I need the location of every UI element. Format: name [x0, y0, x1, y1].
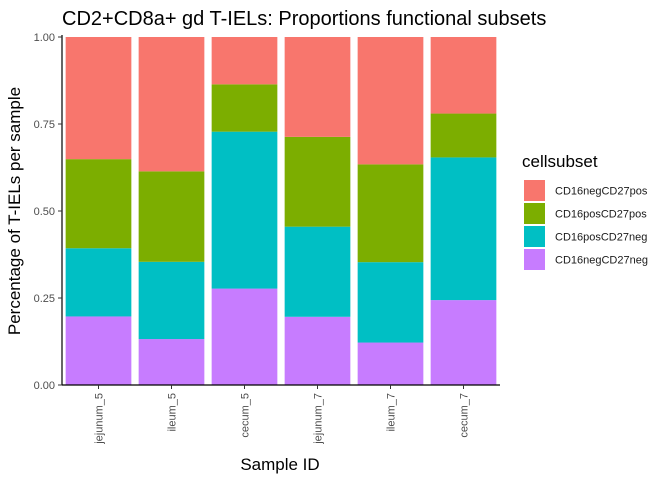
bar-cecum_7-CD16negCD27neg: [430, 300, 497, 385]
legend-key-CD16posCD27pos: [524, 203, 545, 224]
bar-jejunum_5-CD16posCD27pos: [65, 159, 132, 249]
x-tick-label: cecum_5: [240, 393, 252, 438]
bar-ileum_5-CD16posCD27neg: [138, 261, 205, 340]
y-tick-label: 0.50: [34, 206, 55, 218]
bar-ileum_5-CD16negCD27neg: [138, 339, 205, 385]
bar-ileum_7-CD16negCD27neg: [357, 342, 424, 385]
bar-jejunum_5-CD16negCD27pos: [65, 37, 132, 160]
legend-label: CD16posCD27neg: [555, 232, 647, 244]
bar-jejunum_5-CD16negCD27neg: [65, 316, 132, 385]
bar-cecum_7-CD16posCD27neg: [430, 157, 497, 301]
bar-cecum_5-CD16negCD27neg: [211, 288, 278, 385]
x-tick-label: ileum_5: [167, 393, 179, 432]
bar-cecum_7-CD16negCD27pos: [430, 37, 497, 114]
chart-title: CD2+CD8a+ gd T-IELs: Proportions functio…: [62, 8, 546, 30]
legend-key-CD16posCD27neg: [524, 226, 545, 247]
bar-ileum_7-CD16posCD27pos: [357, 164, 424, 263]
bar-jejunum_7-CD16posCD27pos: [284, 136, 351, 227]
bar-jejunum_7-CD16posCD27neg: [284, 226, 351, 317]
legend-label: CD16negCD27neg: [555, 255, 648, 267]
bar-jejunum_7-CD16negCD27neg: [284, 316, 351, 385]
legend-key-CD16negCD27neg: [524, 249, 545, 270]
bar-ileum_5-CD16posCD27pos: [138, 171, 205, 262]
bar-cecum_5-CD16posCD27neg: [211, 131, 278, 289]
y-tick-label: 1.00: [34, 32, 55, 44]
legend-title: cellsubset: [522, 152, 598, 171]
x-axis: jejunum_5 ileum_5 cecum_5 jejunum_7 ileum_7 c…: [62, 384, 500, 445]
legend-label: CD16posCD27pos: [555, 209, 647, 221]
bar-ileum_7-CD16posCD27neg: [357, 262, 424, 343]
x-tick-label: ileum_7: [386, 393, 398, 432]
legend-key-CD16negCD27pos: [524, 180, 545, 201]
y-axis-title: Percentage of T-IELs per sample: [5, 87, 24, 335]
legend-label: CD16negCD27pos: [555, 186, 648, 198]
bar-ileum_7-CD16negCD27pos: [357, 37, 424, 165]
bar-jejunum_7-CD16negCD27pos: [284, 37, 351, 137]
x-tick-label: jejunum_7: [313, 393, 325, 445]
x-tick-label: jejunum_5: [94, 393, 106, 445]
y-tick-label: 0.00: [34, 380, 55, 392]
bar-cecum_5-CD16negCD27pos: [211, 37, 278, 85]
y-axis: 0.00 0.25 0.50 0.75 1.00: [34, 32, 63, 392]
x-axis-title: Sample ID: [240, 455, 319, 474]
bar-ileum_5-CD16negCD27pos: [138, 37, 205, 172]
legend: cellsubset CD16negCD27pos CD16posCD27pos C…: [522, 152, 648, 270]
y-tick-label: 0.25: [34, 293, 55, 305]
y-tick-label: 0.75: [34, 119, 55, 131]
bar-cecum_5-CD16posCD27pos: [211, 84, 278, 132]
bar-jejunum_5-CD16posCD27neg: [65, 248, 132, 317]
bar-cecum_7-CD16posCD27pos: [430, 113, 497, 158]
bars-group: [65, 37, 497, 385]
x-tick-label: cecum_7: [459, 393, 471, 438]
